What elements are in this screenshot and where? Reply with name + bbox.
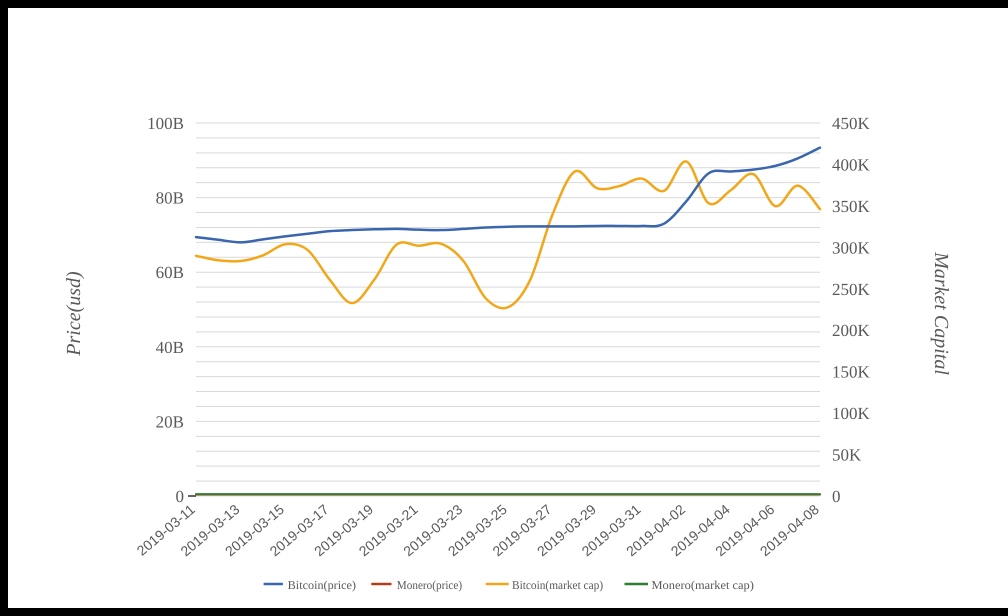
svg-text:250K: 250K <box>832 280 871 299</box>
svg-text:300K: 300K <box>832 238 871 257</box>
svg-text:0: 0 <box>832 487 841 506</box>
svg-text:Market Capital: Market Capital <box>930 251 952 375</box>
svg-text:Bitcoin(market cap): Bitcoin(market cap) <box>512 578 603 592</box>
svg-text:40B: 40B <box>156 338 184 357</box>
svg-text:20B: 20B <box>156 412 184 431</box>
svg-text:0: 0 <box>176 487 185 506</box>
svg-text:100B: 100B <box>147 114 184 133</box>
svg-text:80B: 80B <box>156 189 184 208</box>
svg-text:100K: 100K <box>832 404 871 423</box>
svg-text:350K: 350K <box>832 197 871 216</box>
svg-text:Price(usd): Price(usd) <box>63 271 85 357</box>
svg-text:400K: 400K <box>832 155 871 174</box>
svg-text:Bitcoin(price): Bitcoin(price) <box>288 578 356 592</box>
svg-text:60B: 60B <box>156 263 184 282</box>
svg-text:200K: 200K <box>832 321 871 340</box>
svg-text:450K: 450K <box>832 114 871 133</box>
svg-text:Monero(price): Monero(price) <box>397 578 462 592</box>
svg-text:Monero(market cap): Monero(market cap) <box>652 578 754 592</box>
svg-text:150K: 150K <box>832 363 871 382</box>
svg-text:50K: 50K <box>832 446 862 465</box>
